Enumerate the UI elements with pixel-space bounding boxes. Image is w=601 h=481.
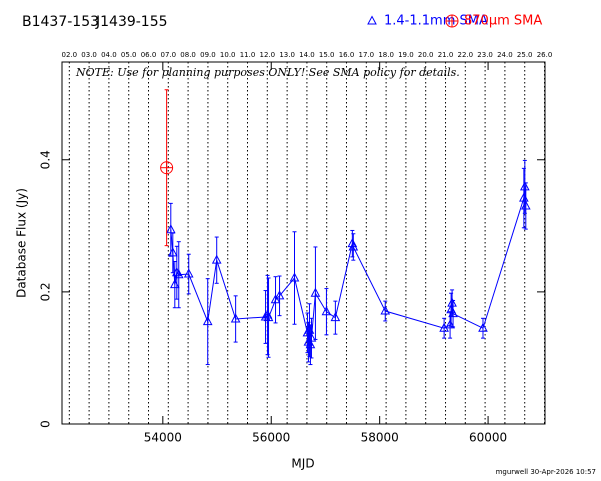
series-line [170,186,527,345]
note: NOTE: Use for planning purposes ONLY! Se… [75,66,460,79]
year-label: 03.0 [81,51,97,59]
legend-marker [367,15,377,25]
point [165,224,176,234]
x-tick-label: 58000 [361,431,399,445]
point [445,319,455,329]
point [211,254,222,264]
year-label: 11.0 [240,51,256,59]
year-label: 23.0 [477,51,493,59]
year-label: 02.0 [62,51,78,59]
point [310,287,321,297]
year-label: 12.0 [259,51,275,59]
point [380,305,391,315]
y-tick-label: 0.2 [39,282,53,301]
year-label: 22.0 [458,51,474,59]
point [230,313,241,323]
year-label: 07.0 [161,51,177,59]
year-label: 25.0 [517,51,533,59]
point [321,306,332,316]
point [263,312,274,322]
legend-label: 1.4-1.1mm SMA [384,14,488,29]
x-tick-label: 60000 [469,431,507,445]
plot-frame [61,61,546,425]
point [289,272,300,282]
y-tick-label: 0.4 [39,150,53,169]
point [306,332,317,342]
year-label: 10.0 [220,51,236,59]
point [520,200,531,210]
point [305,339,316,349]
year-label: 15.0 [319,51,335,59]
legend-marker [445,14,459,28]
point [448,308,458,318]
year-label: 26.0 [537,51,553,59]
footer: mgurwell 30-Apr-2026 10:57 [496,468,596,476]
point [478,322,488,332]
source-title: B1437-153 [22,14,99,30]
x-tick-label: 56000 [252,431,290,445]
legend-label: 870μm SMA [464,14,542,29]
point [330,312,341,322]
point [348,241,359,251]
year-label: 13.0 [279,51,295,59]
y-axis-label: Database Flux (Jy) [15,188,29,298]
point [274,290,285,300]
year-label: 18.0 [378,51,394,59]
year-label: 24.0 [497,51,513,59]
year-label: 08.0 [180,51,196,59]
year-label: 21.0 [438,51,454,59]
point [202,316,213,326]
point [347,238,358,248]
year-label: 16.0 [339,51,355,59]
year-label: 05.0 [121,51,137,59]
point [167,247,178,257]
point [183,268,194,278]
year-label: 04.0 [101,51,117,59]
x-tick-label: 54000 [144,431,182,445]
source-title: J1439-155 [95,14,168,30]
year-label: 09.0 [200,51,216,59]
x-axis-label: MJD [291,457,314,471]
y-tick-label: 0 [39,420,53,428]
point [520,181,530,191]
year-label: 20.0 [418,51,434,59]
point [160,161,174,175]
year-label: 14.0 [299,51,315,59]
year-label: 19.0 [398,51,414,59]
year-label: 17.0 [359,51,375,59]
point [173,269,184,279]
point [447,297,457,307]
year-label: 06.0 [141,51,157,59]
